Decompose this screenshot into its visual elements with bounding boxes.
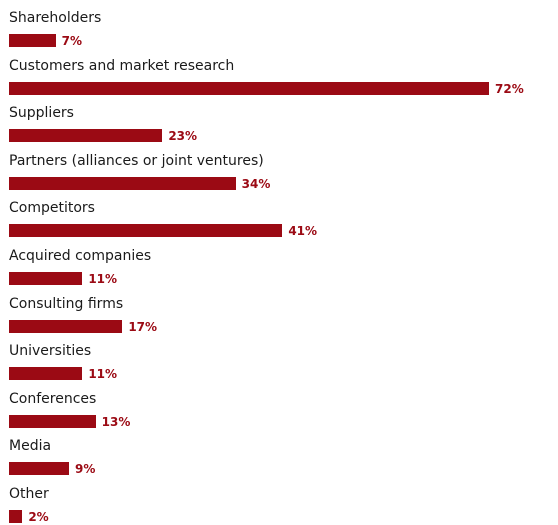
- bar: [9, 510, 23, 523]
- value-label: 34%: [241, 176, 271, 191]
- value-label: 11%: [88, 272, 118, 286]
- category-label: Conferences: [9, 390, 97, 407]
- value-label: 41%: [288, 224, 318, 239]
- value-label: 7%: [61, 34, 83, 48]
- category-label: Shareholders: [9, 10, 102, 26]
- value-label: 11%: [88, 367, 118, 382]
- category-label: Suppliers: [9, 105, 74, 122]
- bar: [9, 367, 83, 381]
- bar: [9, 34, 56, 47]
- bar: [9, 176, 236, 190]
- category-label: Customers and market research: [9, 57, 235, 74]
- category-label: Consulting firms: [9, 295, 124, 312]
- bar: [9, 224, 283, 238]
- category-label: Acquired companies: [9, 248, 152, 264]
- value-label: 17%: [128, 319, 158, 334]
- category-label: Other: [9, 486, 49, 502]
- category-label: Competitors: [9, 200, 95, 217]
- value-label: 13%: [101, 414, 131, 429]
- bar: [9, 462, 69, 476]
- value-label: 2%: [28, 510, 49, 524]
- value-label: 23%: [168, 129, 198, 144]
- category-label: Universities: [9, 343, 92, 360]
- value-label: 9%: [75, 462, 96, 477]
- category-label: Media: [9, 438, 52, 455]
- bar: [9, 129, 163, 143]
- bar: [9, 272, 83, 285]
- category-label: Partners (alliances or joint ventures): [9, 152, 264, 169]
- bar: [9, 81, 489, 95]
- bar: [9, 319, 123, 333]
- bar: [9, 414, 96, 428]
- value-label: 72%: [495, 81, 524, 96]
